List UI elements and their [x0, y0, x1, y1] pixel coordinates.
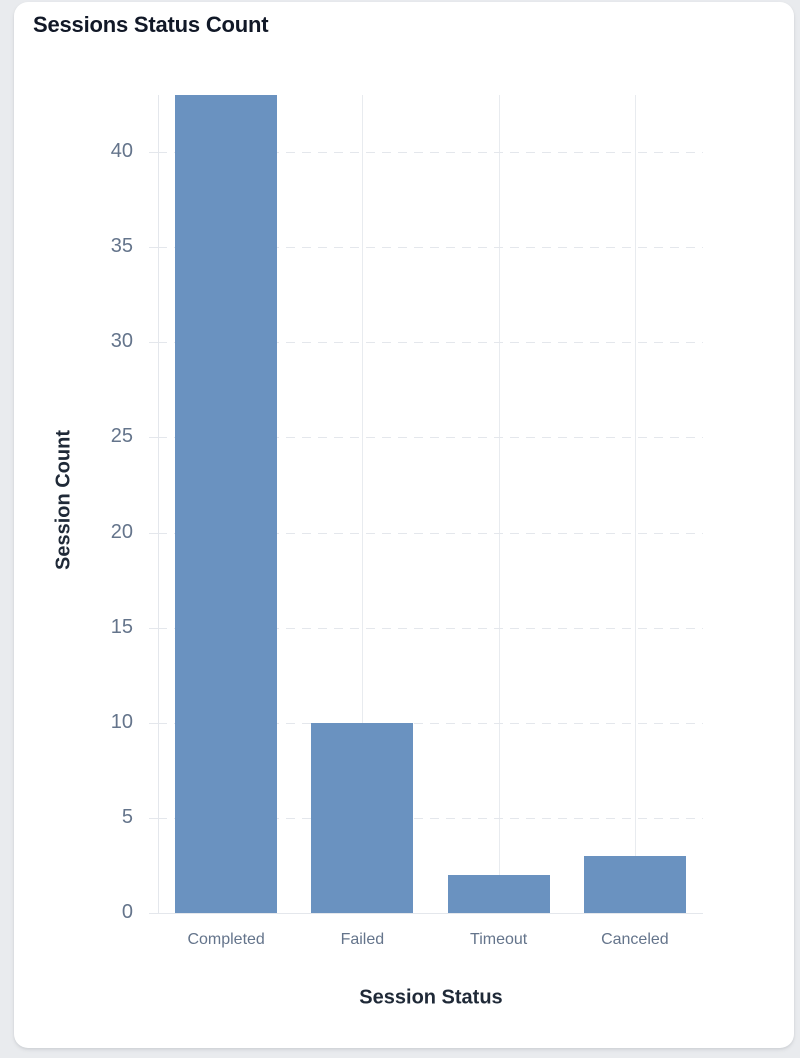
v-gridline [634, 95, 636, 913]
bar-completed[interactable] [175, 95, 278, 913]
x-category-label: Canceled [601, 931, 669, 948]
h-gridline [158, 152, 703, 154]
chart-title: Sessions Status Count [33, 12, 269, 37]
y-tick-label: 35 [110, 235, 133, 258]
h-gridline [158, 627, 703, 629]
y-tick-label: 15 [110, 615, 133, 638]
x-axis-line [158, 913, 703, 914]
x-category-label: Timeout [470, 931, 528, 948]
h-gridline [158, 342, 703, 344]
x-category-label: Failed [340, 931, 385, 948]
y-tick-label: 0 [121, 901, 133, 923]
bar-timeout[interactable] [447, 874, 550, 913]
h-gridline [158, 247, 703, 249]
y-tick-label: 10 [110, 710, 133, 733]
y-tick-mark [149, 817, 158, 819]
y-axis-title: Session Count [52, 429, 75, 571]
x-axis-title: Session Status [359, 986, 503, 1009]
bar-failed[interactable] [311, 722, 414, 913]
h-gridline [158, 817, 703, 819]
y-tick-mark [149, 913, 158, 914]
h-gridline [158, 437, 703, 439]
x-category-label: Completed [187, 931, 265, 948]
y-tick-mark [149, 152, 158, 154]
y-tick-label: 40 [110, 140, 133, 163]
y-tick-label: 20 [110, 520, 133, 543]
chart-card: Sessions Status Count Session Count Sess… [14, 2, 794, 1048]
h-gridline [158, 532, 703, 534]
y-axis-line [158, 95, 159, 913]
y-tick-label: 25 [110, 425, 133, 448]
y-tick-mark [149, 437, 158, 439]
bar-canceled[interactable] [583, 855, 686, 913]
y-tick-mark [149, 532, 158, 534]
y-tick-label: 30 [110, 330, 133, 353]
h-gridline [158, 722, 703, 724]
y-tick-mark [149, 627, 158, 629]
y-tick-mark [149, 247, 158, 249]
y-tick-mark [149, 722, 158, 724]
bar-chart: Session Count Session Status 0 5 10 15 20 25 3… [14, 2, 794, 1048]
y-tick-mark [149, 342, 158, 344]
v-gridline [362, 95, 364, 913]
v-gridline [498, 95, 500, 913]
y-tick-label: 5 [121, 805, 133, 828]
